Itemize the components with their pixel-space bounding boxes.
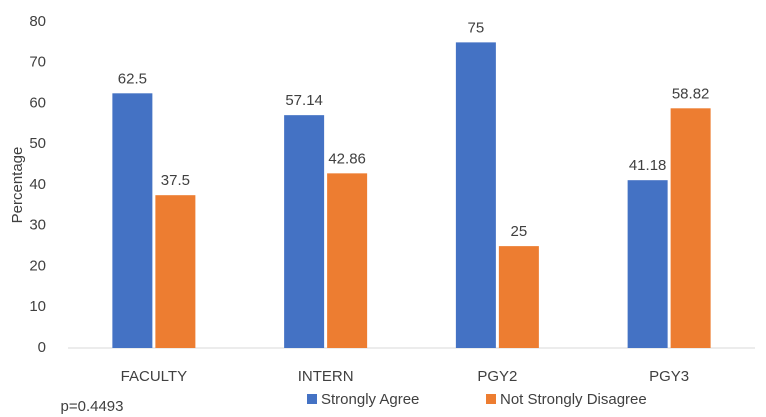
data-label: 37.5 — [161, 172, 190, 189]
data-label: 25 — [511, 223, 528, 240]
data-label: 62.5 — [118, 70, 147, 87]
legend-label: Strongly Agree — [321, 391, 419, 408]
legend-label: Not Strongly Disagree — [500, 391, 647, 408]
bar — [327, 173, 368, 348]
data-label: 75 — [468, 19, 485, 36]
bar — [112, 93, 153, 348]
data-label: 57.14 — [285, 92, 323, 109]
legend-swatch — [486, 394, 496, 404]
bar — [284, 115, 325, 348]
bar — [455, 42, 496, 348]
y-tick-label: 50 — [29, 135, 46, 152]
legend-swatch — [307, 394, 317, 404]
data-label: 41.18 — [629, 157, 667, 174]
y-tick-label: 30 — [29, 217, 46, 234]
y-tick-label: 60 — [29, 94, 46, 111]
data-label: 58.82 — [672, 85, 710, 102]
y-axis-label: Percentage — [9, 147, 26, 224]
x-tick-label: FACULTY — [121, 368, 187, 385]
y-tick-label: 80 — [29, 13, 46, 30]
x-tick-label: PGY2 — [477, 368, 517, 385]
bar — [627, 180, 668, 348]
bar — [498, 246, 539, 348]
y-tick-label: 0 — [38, 339, 46, 356]
data-label: 42.86 — [328, 150, 366, 167]
annotation: p=0.4493 — [61, 398, 124, 415]
bar — [670, 108, 711, 348]
bar — [155, 195, 196, 348]
x-tick-label: PGY3 — [649, 368, 689, 385]
y-tick-label: 10 — [29, 298, 46, 315]
y-tick-label: 70 — [29, 54, 46, 71]
y-tick-label: 40 — [29, 176, 46, 193]
x-tick-label: INTERN — [298, 368, 354, 385]
y-tick-label: 20 — [29, 257, 46, 274]
